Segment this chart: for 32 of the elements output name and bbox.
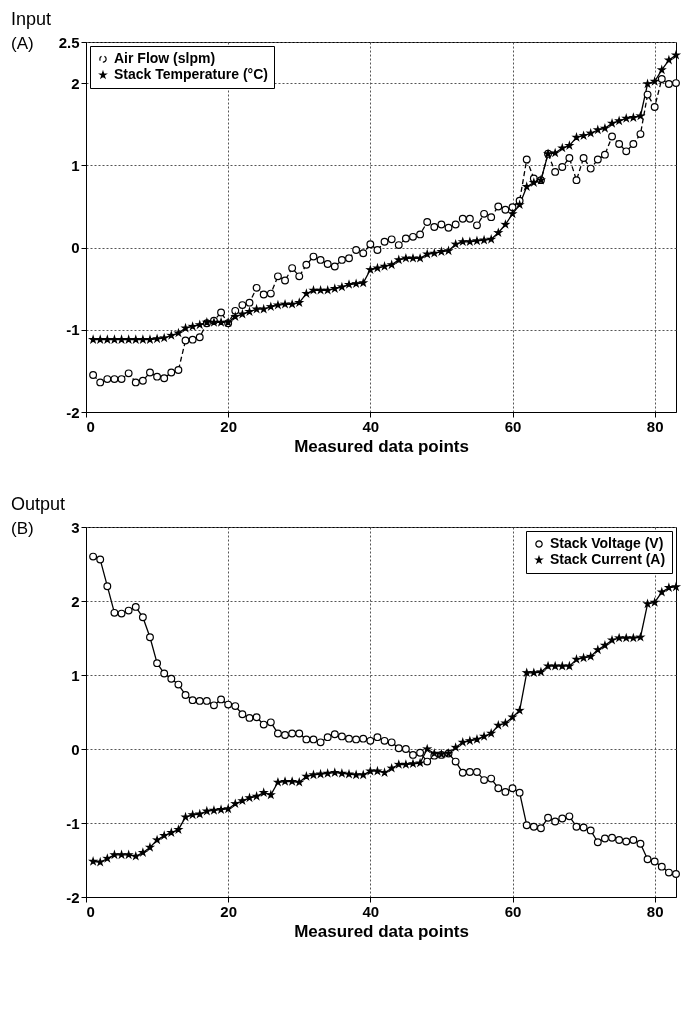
- legend-label: Stack Current (A): [550, 551, 666, 567]
- x-tick-label: 40: [362, 417, 380, 435]
- x-axis-title: Measured data points: [294, 921, 469, 941]
- x-tick-label: 60: [504, 902, 522, 920]
- legend-label: Stack Voltage (V): [550, 535, 664, 551]
- text: (A): [11, 34, 34, 53]
- text: (B): [11, 519, 34, 538]
- x-tick-label: 0: [86, 902, 95, 920]
- y-tick-label: -1: [66, 321, 80, 339]
- x-tick-label: 20: [220, 417, 238, 435]
- x-tick-label: 40: [362, 902, 380, 920]
- y-tick-label: 2.5: [58, 33, 80, 51]
- y-tick-label: 1: [71, 666, 80, 684]
- chart-title: Output: [11, 494, 66, 514]
- y-tick-label: 3: [71, 518, 80, 536]
- legend-label: Air Flow (slpm): [114, 50, 216, 66]
- y-tick-label: -2: [66, 403, 80, 421]
- y-tick-label: 1: [71, 156, 80, 174]
- x-tick-label: 80: [646, 417, 664, 435]
- legend-label: Stack Temperature (°C): [114, 66, 268, 82]
- x-tick-label: 20: [220, 902, 238, 920]
- x-tick-label: 0: [86, 417, 95, 435]
- x-tick-label: 80: [646, 902, 664, 920]
- y-tick-label: 2: [71, 74, 80, 92]
- y-tick-label: 2: [71, 592, 80, 610]
- x-tick-label: 60: [504, 417, 522, 435]
- y-tick-label: 0: [71, 740, 80, 758]
- y-tick-label: -1: [66, 814, 80, 832]
- x-axis-title: Measured data points: [294, 436, 469, 456]
- chart-title: Input: [11, 9, 52, 29]
- y-tick-label: -2: [66, 888, 80, 906]
- y-tick-label: 0: [71, 239, 80, 257]
